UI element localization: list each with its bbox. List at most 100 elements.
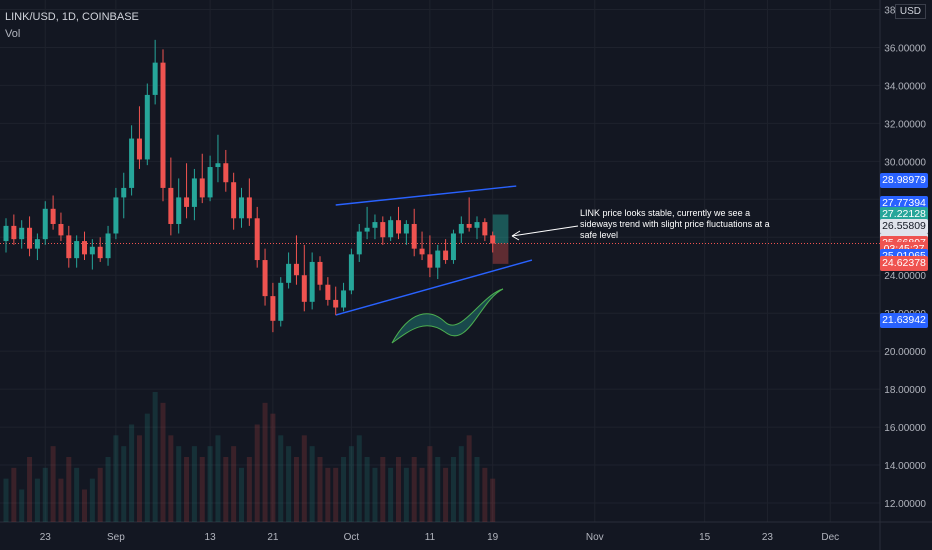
candle-body bbox=[286, 263, 292, 283]
upper-trendline bbox=[335, 185, 517, 206]
volume-bar bbox=[152, 392, 158, 522]
volume-bar bbox=[419, 467, 425, 522]
candle-body bbox=[66, 235, 72, 259]
currency-button[interactable]: USD bbox=[894, 4, 926, 19]
candle-body bbox=[388, 220, 394, 238]
candle-body bbox=[82, 241, 87, 255]
volume-bar bbox=[3, 478, 9, 522]
candle-body bbox=[325, 284, 331, 300]
candle-body bbox=[176, 197, 182, 224]
candle-body bbox=[246, 197, 252, 219]
candle-body bbox=[396, 220, 401, 234]
lower-trendline bbox=[335, 259, 533, 316]
candle-body bbox=[380, 222, 386, 238]
volume-bar bbox=[325, 467, 331, 522]
volume-bar bbox=[42, 467, 48, 522]
volume-bar bbox=[450, 457, 456, 522]
candle-body bbox=[144, 94, 150, 160]
volume-bar bbox=[246, 457, 252, 522]
candle-body bbox=[199, 178, 205, 198]
candle-body bbox=[466, 223, 472, 228]
projection-box-down bbox=[492, 243, 509, 264]
candle-body bbox=[411, 223, 417, 249]
volume-bar bbox=[215, 435, 221, 522]
y-tick-label: 32.00000 bbox=[884, 119, 926, 130]
volume-bar bbox=[199, 457, 205, 522]
price-badge: 24.62378 bbox=[880, 255, 928, 271]
candle-body bbox=[121, 187, 127, 198]
y-tick-label: 12.00000 bbox=[884, 499, 926, 510]
volume-bar bbox=[380, 457, 386, 522]
candle-body bbox=[74, 241, 80, 259]
x-tick-label: Dec bbox=[821, 532, 839, 543]
volume-bar bbox=[66, 457, 72, 522]
x-tick-label: 23 bbox=[40, 532, 52, 543]
volume-bar bbox=[160, 402, 166, 522]
green-wave-drawing bbox=[391, 288, 504, 344]
candle-body bbox=[136, 138, 142, 160]
candle-body bbox=[239, 197, 244, 219]
volume-bar bbox=[27, 457, 33, 522]
candle-body bbox=[301, 275, 307, 302]
candle-body bbox=[215, 163, 221, 168]
x-tick-label: Oct bbox=[344, 532, 360, 543]
candle-body bbox=[356, 231, 362, 255]
volume-bar bbox=[97, 467, 103, 522]
volume-bar bbox=[82, 489, 87, 522]
candle-body bbox=[89, 246, 95, 255]
volume-bar bbox=[144, 413, 150, 522]
volume-bar bbox=[176, 446, 182, 522]
arrow-head-icon bbox=[511, 230, 521, 241]
volume-bar bbox=[89, 478, 95, 522]
volume-bar bbox=[435, 457, 441, 522]
price-badge: 27.22128 bbox=[880, 206, 928, 222]
volume-bar bbox=[239, 467, 244, 522]
drawings bbox=[0, 185, 880, 344]
annotation-note[interactable]: LINK price looks stable, currently we se… bbox=[580, 208, 770, 240]
x-tick-label: 13 bbox=[205, 532, 217, 543]
volume-bar bbox=[286, 446, 292, 522]
x-tick-label: 11 bbox=[425, 532, 436, 543]
candle-body bbox=[490, 235, 496, 244]
symbol-line[interactable]: LINK/USD, 1D, COINBASE bbox=[5, 11, 139, 23]
candle-body bbox=[168, 187, 174, 224]
candle-body bbox=[184, 197, 190, 207]
candle-body bbox=[254, 218, 260, 261]
x-tick-label: Sep bbox=[107, 532, 125, 543]
candle-body bbox=[207, 167, 213, 198]
volume-bar bbox=[396, 457, 401, 522]
candle-body bbox=[278, 282, 284, 321]
candle-body bbox=[419, 248, 425, 255]
volume-indicator-label[interactable]: Vol bbox=[5, 28, 21, 40]
volume-bar bbox=[58, 478, 64, 522]
volume-bar bbox=[293, 457, 299, 522]
volume-bar bbox=[348, 446, 354, 522]
volume-bar bbox=[121, 446, 127, 522]
volume-bar bbox=[474, 457, 480, 522]
volume-bar bbox=[74, 467, 80, 522]
volume-bar bbox=[231, 446, 237, 522]
x-tick-label: 19 bbox=[487, 532, 499, 543]
volume-bar bbox=[168, 435, 174, 522]
candle-body bbox=[262, 260, 268, 297]
x-axis-labels: 23 Sep 13 21 Oct 11 19 Nov 15 23 Dec bbox=[40, 532, 839, 543]
volume-bar bbox=[129, 424, 135, 522]
candle-body bbox=[364, 227, 370, 232]
price-badge: 21.63942 bbox=[880, 312, 928, 328]
volume-bar bbox=[317, 457, 323, 522]
candle-body bbox=[129, 138, 135, 188]
x-tick-label: Nov bbox=[586, 532, 604, 543]
volume-bar bbox=[223, 457, 229, 522]
candle-body bbox=[42, 208, 48, 240]
y-tick-label: 14.00000 bbox=[884, 461, 926, 472]
volume-bar bbox=[262, 402, 268, 522]
candle-body bbox=[270, 296, 276, 321]
candle-body bbox=[443, 250, 449, 261]
volume-bar bbox=[356, 435, 362, 522]
candle-body bbox=[58, 223, 64, 236]
candle-body bbox=[293, 263, 299, 276]
candle-body bbox=[27, 227, 33, 249]
